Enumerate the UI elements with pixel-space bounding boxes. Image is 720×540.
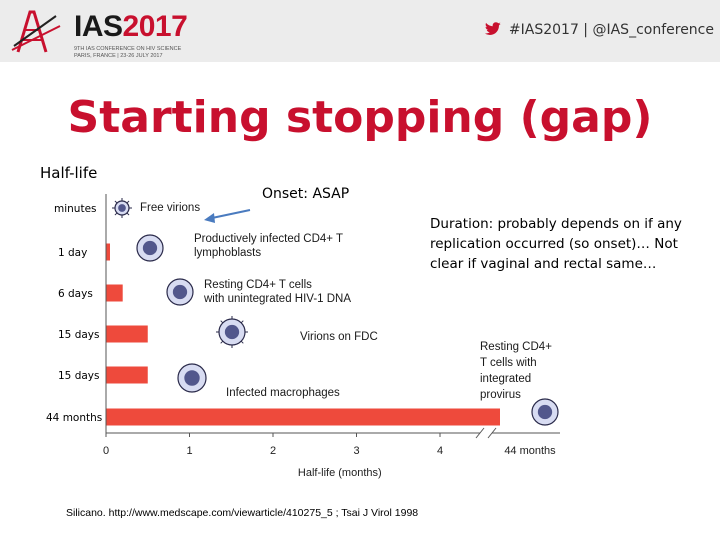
cell-icon-5: [531, 398, 559, 426]
x-axis: 0 1 2 3 4 44 months Half-life (months): [103, 194, 560, 479]
cell-icon-4: [177, 363, 207, 393]
bar-1: [106, 243, 110, 261]
onset-note: Onset: ASAP: [262, 186, 350, 202]
eiffel-tower-icon: [11, 10, 61, 53]
logo-subtitle: 9TH IAS CONFERENCE ON HIV SCIENCE: [74, 46, 182, 52]
x-tick-label: 1: [186, 445, 192, 457]
cell-icon-0: [112, 198, 132, 218]
logo-dates: PARIS, FRANCE | 23-26 JULY 2017: [74, 53, 163, 59]
label-layer: minutes 1 day 6 days 15 days 15 days 44 month…: [46, 202, 552, 424]
x-tick-label: 44 months: [504, 445, 556, 457]
cell-icon-layer: [112, 198, 559, 426]
row-label: 15 days: [58, 329, 99, 341]
duration-note: Duration: probably depends on if any rep…: [430, 216, 682, 272]
row-label: 1 day: [58, 247, 87, 259]
bar-layer: [106, 243, 500, 426]
x-axis-label: Half-life (months): [298, 467, 382, 479]
onset-arrow: [204, 209, 251, 223]
row-label: minutes: [54, 203, 97, 215]
category-label: with unintegrated HIV-1 DNA: [203, 293, 351, 305]
category-label: Free virions: [140, 202, 200, 214]
bar-2: [106, 284, 123, 302]
logo-title: IAS2017: [74, 10, 188, 43]
category-label: Virions on FDC: [300, 331, 378, 343]
social-handle: #IAS2017 | @IAS_conference: [483, 22, 714, 38]
row-label: 6 days: [58, 288, 93, 300]
category-label: Productively infected CD4+ T: [194, 233, 343, 245]
cell-icon-3: [216, 316, 248, 348]
half-life-chart: minutes 1 day 6 days 15 days 15 days 44 month…: [46, 194, 560, 479]
category-label: Resting CD4+: [480, 341, 552, 353]
row-label: 15 days: [58, 370, 99, 382]
x-tick-label: 0: [103, 445, 109, 457]
x-tick-label: 3: [353, 445, 359, 457]
category-label: Resting CD4+ T cells: [204, 279, 312, 291]
category-label: lymphoblasts: [194, 247, 261, 259]
x-tick-label: 4: [437, 445, 443, 457]
citation: Silicano. http://www.medscape.com/viewar…: [66, 507, 419, 519]
twitter-bird-icon: [484, 22, 501, 35]
category-label: provirus: [480, 389, 521, 401]
bar-5: [106, 408, 500, 426]
cell-icon-2: [166, 278, 194, 306]
cell-icon-1: [136, 234, 164, 262]
category-label: Infected macrophages: [226, 387, 340, 399]
x-tick-label: 2: [270, 445, 276, 457]
category-label: T cells with: [480, 357, 537, 369]
bar-3: [106, 325, 148, 343]
half-life-heading: Half-life: [40, 164, 98, 182]
header-bar: IAS2017 9TH IAS CONFERENCE ON HIV SCIENC…: [0, 0, 720, 62]
bar-4: [106, 366, 148, 384]
slide-title: Starting stopping (gap): [67, 92, 653, 143]
category-label: integrated: [480, 373, 531, 385]
row-label: 44 months: [46, 412, 102, 424]
conference-logo: IAS2017 9TH IAS CONFERENCE ON HIV SCIENC…: [10, 6, 190, 59]
